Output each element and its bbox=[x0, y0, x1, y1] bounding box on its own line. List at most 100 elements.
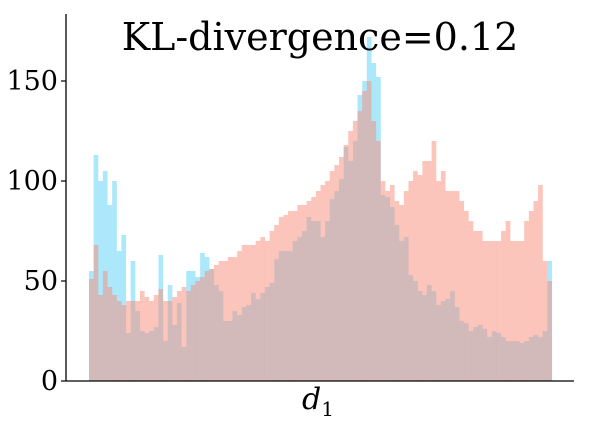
bar-series2-20 bbox=[181, 287, 187, 381]
bar-series2-41 bbox=[278, 217, 284, 381]
bar-series2-62 bbox=[376, 141, 381, 381]
bar-series2-65 bbox=[389, 185, 395, 381]
bar-series2-25 bbox=[204, 271, 210, 381]
bar-series2-28 bbox=[218, 261, 224, 381]
bar-series2-7 bbox=[121, 305, 127, 381]
bar-series2-69 bbox=[408, 181, 414, 381]
bar-series2-91 bbox=[510, 241, 516, 381]
bar-series2-40 bbox=[274, 225, 279, 381]
bar-series2-57 bbox=[352, 121, 358, 381]
bar-series2-2 bbox=[98, 295, 103, 381]
bar-series2-56 bbox=[348, 131, 353, 381]
bar-series2-81 bbox=[464, 211, 469, 381]
bar-series2-70 bbox=[413, 171, 418, 381]
y-tick-label-0: 0 bbox=[41, 366, 58, 397]
bar-series2-94 bbox=[524, 221, 529, 381]
bar-series2-24 bbox=[200, 277, 205, 381]
bar-series2-63 bbox=[380, 181, 386, 381]
bar-series2-79 bbox=[454, 191, 460, 381]
bar-series2-55 bbox=[343, 145, 349, 381]
x-axis-label-subscript: 1 bbox=[321, 397, 334, 421]
bar-series2-59 bbox=[362, 91, 367, 381]
bar-series2-84 bbox=[477, 231, 483, 381]
bar-series2-30 bbox=[227, 257, 233, 381]
bar-series2-78 bbox=[450, 191, 455, 381]
bar-series2-31 bbox=[232, 257, 238, 381]
chart-title: KL-divergence=0.12 bbox=[122, 15, 519, 59]
bar-series2-66 bbox=[394, 201, 400, 381]
bar-series2-97 bbox=[538, 185, 543, 381]
bar-series2-58 bbox=[357, 111, 363, 381]
bar-series2-38 bbox=[264, 241, 270, 381]
bar-series2-10 bbox=[135, 301, 140, 381]
bar-series2-51 bbox=[325, 181, 330, 381]
bar-series2-75 bbox=[436, 181, 441, 381]
bar-series2-86 bbox=[487, 241, 492, 381]
bar-series2-98 bbox=[542, 261, 548, 381]
bar-series2-85 bbox=[482, 241, 488, 381]
bar-series2-15 bbox=[158, 289, 164, 381]
bar-series2-45 bbox=[297, 205, 303, 381]
bar-series2-42 bbox=[283, 215, 289, 381]
bar-series2-88 bbox=[496, 241, 502, 381]
bar-series2-95 bbox=[528, 211, 534, 381]
y-tick-labels: 0 50 100 150 bbox=[6, 66, 66, 397]
bar-series2-32 bbox=[237, 251, 242, 381]
bar-series2-23 bbox=[195, 281, 201, 381]
bar-series2-14 bbox=[153, 295, 159, 381]
y-tick-label-50: 50 bbox=[24, 266, 58, 297]
bar-series2-50 bbox=[320, 185, 326, 381]
bar-series2-37 bbox=[260, 237, 265, 381]
bar-series2-29 bbox=[223, 261, 228, 381]
bar-series2-52 bbox=[329, 171, 335, 381]
bar-series2-49 bbox=[315, 191, 321, 381]
bar-series2-12 bbox=[144, 297, 150, 381]
bar-series2-90 bbox=[505, 221, 511, 381]
bar-series2-92 bbox=[514, 241, 520, 381]
bar-series2-8 bbox=[126, 301, 131, 381]
bar-series2-0 bbox=[89, 279, 94, 381]
bar-series2-9 bbox=[130, 301, 136, 381]
bar-series1-5 bbox=[112, 181, 117, 381]
bar-series2-6 bbox=[116, 301, 122, 381]
bar-series2-99 bbox=[547, 281, 553, 381]
bar-series2-93 bbox=[519, 241, 525, 381]
bar-series2-80 bbox=[459, 201, 465, 381]
bar-series2-43 bbox=[288, 211, 293, 381]
bar-series1-2 bbox=[98, 181, 103, 381]
bar-series2-1 bbox=[93, 245, 99, 381]
bar-series2-82 bbox=[468, 221, 474, 381]
bar-series2-16 bbox=[163, 301, 168, 381]
bar-series2-76 bbox=[440, 171, 446, 381]
bar-series2-13 bbox=[149, 301, 154, 381]
bar-series2-61 bbox=[371, 121, 377, 381]
x-axis-label: d1 bbox=[302, 382, 334, 421]
bar-series2-26 bbox=[209, 269, 215, 381]
bar-series2-18 bbox=[172, 297, 178, 381]
bar-series2-39 bbox=[269, 231, 275, 381]
bar-series2-54 bbox=[339, 157, 344, 381]
bar-series2-67 bbox=[399, 205, 404, 381]
bar-series2-47 bbox=[306, 201, 312, 381]
bar-series2-77 bbox=[445, 191, 451, 381]
bar-series2-22 bbox=[190, 285, 196, 381]
histogram-bars bbox=[89, 37, 553, 381]
bar-series2-19 bbox=[176, 291, 182, 381]
bar-series2-4 bbox=[107, 287, 113, 381]
bar-series2-71 bbox=[417, 175, 423, 381]
bar-series2-27 bbox=[214, 265, 219, 381]
bar-series2-3 bbox=[102, 271, 108, 381]
y-tick-label-100: 100 bbox=[6, 166, 58, 197]
bar-series2-60 bbox=[366, 81, 372, 381]
bar-series2-5 bbox=[112, 295, 117, 381]
bar-series2-34 bbox=[246, 245, 252, 381]
bar-series2-73 bbox=[426, 161, 432, 381]
bar-series2-36 bbox=[255, 241, 261, 381]
bar-series2-83 bbox=[473, 231, 478, 381]
bar-series2-89 bbox=[501, 231, 506, 381]
y-tick-label-150: 150 bbox=[6, 66, 58, 97]
bar-series2-87 bbox=[491, 241, 497, 381]
bar-series2-21 bbox=[186, 291, 191, 381]
bar-series2-53 bbox=[334, 165, 340, 381]
